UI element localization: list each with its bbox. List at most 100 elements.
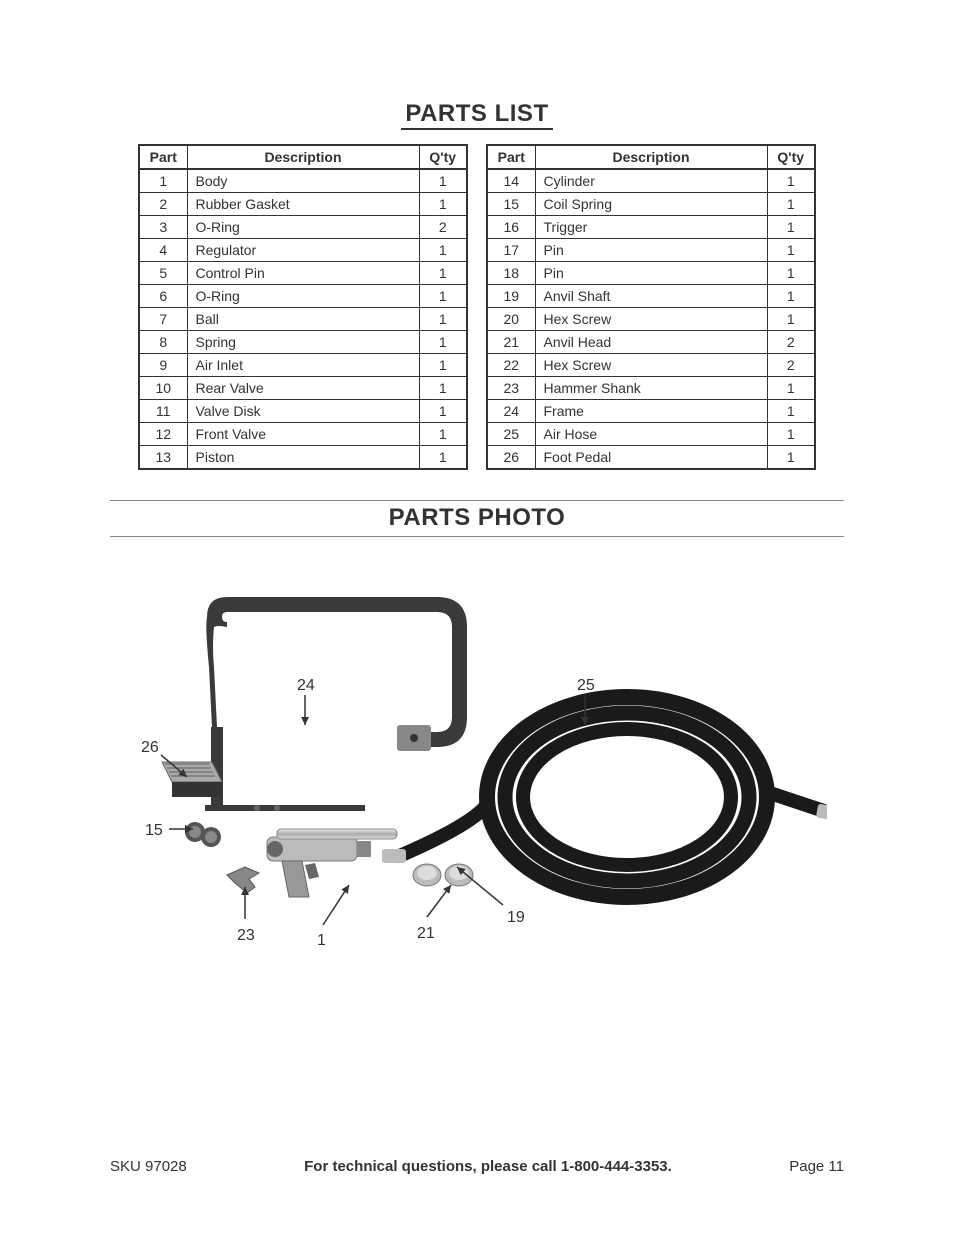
cell-qty: 2 — [419, 216, 467, 239]
cell-part: 19 — [487, 285, 535, 308]
table-row: 25Air Hose1 — [487, 423, 815, 446]
table-row: 3O-Ring2 — [139, 216, 467, 239]
cell-part: 4 — [139, 239, 187, 262]
cell-desc: Anvil Shaft — [535, 285, 767, 308]
cell-desc: Hammer Shank — [535, 377, 767, 400]
table-row: 4Regulator1 — [139, 239, 467, 262]
cell-qty: 1 — [767, 285, 815, 308]
table-row: 15Coil Spring1 — [487, 193, 815, 216]
cell-desc: Piston — [187, 446, 419, 470]
cell-qty: 1 — [767, 169, 815, 193]
cell-qty: 1 — [419, 446, 467, 470]
photo-label-23: 23 — [237, 927, 255, 945]
cell-desc: O-Ring — [187, 285, 419, 308]
cell-qty: 1 — [419, 423, 467, 446]
cell-qty: 1 — [767, 423, 815, 446]
cell-part: 22 — [487, 354, 535, 377]
cell-part: 23 — [487, 377, 535, 400]
cell-desc: Air Hose — [535, 423, 767, 446]
cell-part: 3 — [139, 216, 187, 239]
cell-desc: Coil Spring — [535, 193, 767, 216]
anvil-shaft-part — [277, 829, 397, 839]
cell-part: 2 — [139, 193, 187, 216]
cell-qty: 1 — [767, 400, 815, 423]
cell-part: 6 — [139, 285, 187, 308]
cell-part: 26 — [487, 446, 535, 470]
parts-list-title-text: PARTS LIST — [401, 101, 552, 130]
frame-part — [206, 597, 467, 747]
cell-part: 16 — [487, 216, 535, 239]
col-header-part: Part — [139, 145, 187, 169]
hammer-shank-part — [227, 867, 259, 893]
table-row: 24Frame1 — [487, 400, 815, 423]
cell-qty: 2 — [767, 331, 815, 354]
table-row: 18Pin1 — [487, 262, 815, 285]
cell-part: 14 — [487, 169, 535, 193]
parts-photo: 242526152312119 — [127, 567, 827, 987]
photo-label-15: 15 — [145, 822, 163, 840]
cell-part: 10 — [139, 377, 187, 400]
table-row: 16Trigger1 — [487, 216, 815, 239]
table-row: 5Control Pin1 — [139, 262, 467, 285]
parts-photo-title-text: PARTS PHOTO — [385, 505, 570, 532]
cell-qty: 1 — [419, 400, 467, 423]
cell-qty: 1 — [419, 262, 467, 285]
table-row: 9Air Inlet1 — [139, 354, 467, 377]
cell-desc: Foot Pedal — [535, 446, 767, 470]
parts-table-right: Part Description Q'ty 14Cylinder115Coil … — [486, 144, 816, 470]
cell-part: 17 — [487, 239, 535, 262]
table-row: 8Spring1 — [139, 331, 467, 354]
foot-pedal-part — [162, 762, 222, 797]
table-row: 22Hex Screw2 — [487, 354, 815, 377]
cell-part: 25 — [487, 423, 535, 446]
footer-center: For technical questions, please call 1-8… — [304, 1158, 672, 1175]
cell-desc: Hex Screw — [535, 308, 767, 331]
cell-qty: 1 — [767, 239, 815, 262]
cell-desc: Ball — [187, 308, 419, 331]
cell-desc: O-Ring — [187, 216, 419, 239]
photo-label-26: 26 — [141, 739, 159, 757]
photo-label-21: 21 — [417, 925, 435, 943]
cell-qty: 1 — [767, 308, 815, 331]
table-row: 10Rear Valve1 — [139, 377, 467, 400]
cell-qty: 1 — [419, 285, 467, 308]
cell-desc: Rear Valve — [187, 377, 419, 400]
cell-qty: 1 — [767, 446, 815, 470]
cell-desc: Pin — [535, 262, 767, 285]
cell-qty: 1 — [767, 262, 815, 285]
cell-desc: Front Valve — [187, 423, 419, 446]
anvil-head-parts — [413, 864, 473, 886]
cell-part: 21 — [487, 331, 535, 354]
cell-part: 15 — [487, 193, 535, 216]
cell-desc: Hex Screw — [535, 354, 767, 377]
cell-part: 13 — [139, 446, 187, 470]
photo-label-19: 19 — [507, 909, 525, 927]
table-row: 14Cylinder1 — [487, 169, 815, 193]
photo-label-1: 1 — [317, 932, 326, 950]
cell-qty: 1 — [419, 308, 467, 331]
cell-qty: 1 — [419, 377, 467, 400]
cell-qty: 1 — [419, 239, 467, 262]
cell-desc: Frame — [535, 400, 767, 423]
parts-table-left: Part Description Q'ty 1Body12Rubber Gask… — [138, 144, 468, 470]
cell-qty: 1 — [419, 193, 467, 216]
cell-part: 12 — [139, 423, 187, 446]
table-row: 12Front Valve1 — [139, 423, 467, 446]
cell-part: 8 — [139, 331, 187, 354]
col-header-desc: Description — [535, 145, 767, 169]
cell-qty: 1 — [419, 331, 467, 354]
table-row: 20Hex Screw1 — [487, 308, 815, 331]
table-row: 2Rubber Gasket1 — [139, 193, 467, 216]
photo-label-24: 24 — [297, 677, 315, 695]
footer-sku: SKU 97028 — [110, 1158, 187, 1175]
col-header-qty: Q'ty — [419, 145, 467, 169]
table-row: 26Foot Pedal1 — [487, 446, 815, 470]
cell-desc: Rubber Gasket — [187, 193, 419, 216]
cell-desc: Trigger — [535, 216, 767, 239]
tables-container: Part Description Q'ty 1Body12Rubber Gask… — [110, 144, 844, 470]
cell-desc: Pin — [535, 239, 767, 262]
cell-desc: Body — [187, 169, 419, 193]
table-row: 6O-Ring1 — [139, 285, 467, 308]
coil-spring-part — [185, 822, 221, 847]
table-row: 1Body1 — [139, 169, 467, 193]
